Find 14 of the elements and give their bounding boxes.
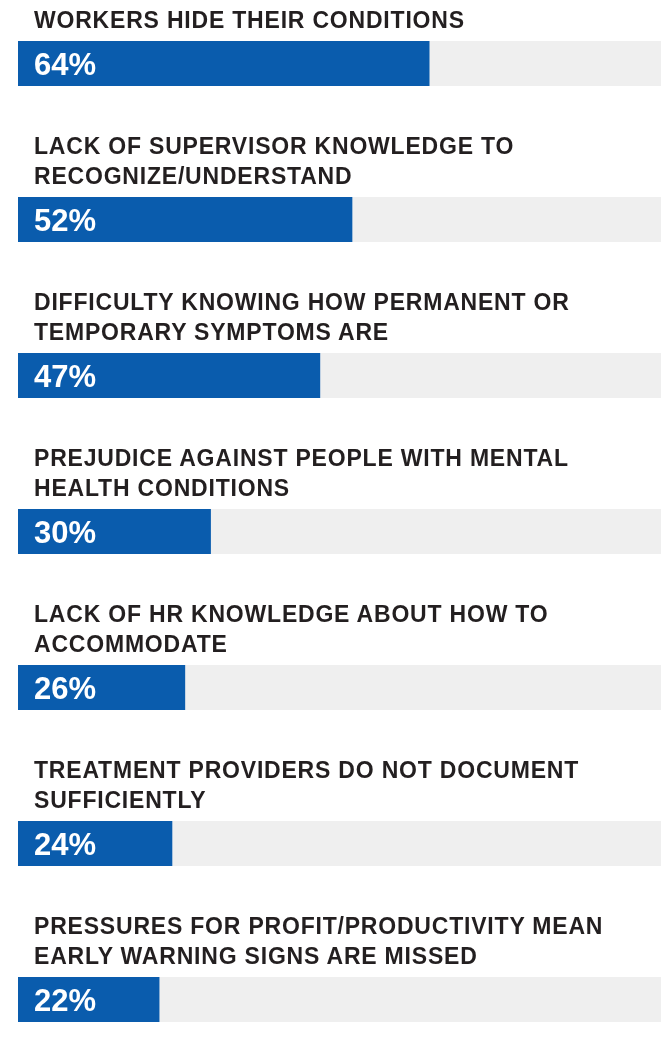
data-label: 64%: [34, 46, 97, 82]
y-tick-label: WORKERS HIDE THEIR CONDITIONS: [34, 7, 465, 33]
y-tick-label: PRESSURES FOR PROFIT/PRODUCTIVITY MEAN EARLY WARNING SIGNS ARE MISSED: [34, 913, 604, 969]
data-label: 24%: [34, 826, 97, 862]
data-label: 30%: [34, 514, 97, 550]
data-label: 22%: [34, 982, 97, 1018]
y-tick-label: DIFFICULTY KNOWING HOW PERMANENT OR TEMPORARY SYMPTOMS ARE: [34, 289, 570, 345]
y-tick-label: LACK OF HR KNOWLEDGE ABOUT HOW TO ACCOMMODATE: [34, 601, 549, 657]
data-label: 26%: [34, 670, 97, 706]
y-tick-label: PREJUDICE AGAINST PEOPLE WITH MENTAL HEALTH CONDITIONS: [34, 445, 569, 501]
data-label: 52%: [34, 202, 97, 238]
data-label: 47%: [34, 358, 97, 394]
y-tick-label: LACK OF SUPERVISOR KNOWLEDGE TO RECOGNIZE/UNDERSTAND: [34, 133, 515, 189]
y-tick-label: TREATMENT PROVIDERS DO NOT DOCUMENT SUFFICIENTLY: [34, 757, 580, 813]
